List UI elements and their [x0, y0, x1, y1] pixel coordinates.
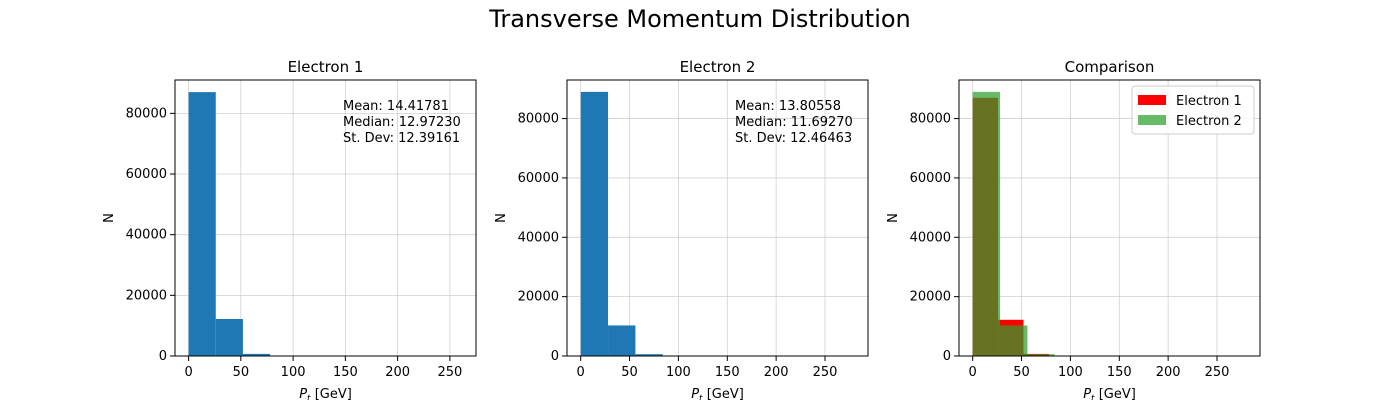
x-tick-label: 50 [1013, 365, 1030, 380]
x-axis-label: Pt [GeV] [299, 387, 352, 400]
x-axis-label-subscript: t [699, 394, 703, 400]
x-tick-label: 0 [577, 365, 585, 380]
y-ticks: 0 20000 40000 60000 80000 [126, 106, 175, 364]
x-axis-label: Pt [GeV] [1083, 387, 1136, 400]
stats-line: St. Dev: 12.46463 [735, 131, 852, 146]
figure-title: Transverse Momentum Distribution [488, 5, 911, 33]
x-ticks: 0 50 100 150 200 250 [184, 356, 462, 380]
plot-frame [958, 79, 1261, 357]
histogram-bar [242, 353, 271, 356]
x-axis-label-subscript: t [1091, 394, 1095, 400]
panels: 0 50 100 150 200 250020000400006000080000Elec… [102, 58, 1261, 400]
x-tick-label: 200 [1156, 365, 1181, 380]
y-tick-label: 0 [551, 349, 559, 364]
histogram-bar [580, 91, 609, 356]
legend-swatch-electron1 [1138, 95, 1166, 105]
x-axis-label-symbol: P [691, 387, 699, 400]
x-axis-label-subscript: t [307, 394, 311, 400]
stats-line: Median: 12.97230 [343, 115, 461, 130]
x-tick-label: 250 [437, 365, 462, 380]
x-tick-label: 250 [813, 365, 838, 380]
x-tick-label: 0 [184, 365, 192, 380]
x-axis-label-unit: [GeV] [1095, 387, 1136, 400]
x-axis-label-symbol: P [1083, 387, 1091, 400]
histogram-bar [635, 354, 663, 356]
x-tick-label: 50 [233, 365, 250, 380]
x-ticks: 0 50 100 150 200 250 [969, 356, 1230, 380]
y-tick-label: 20000 [126, 288, 167, 303]
histogram-bars [188, 92, 462, 356]
histogram-bar [188, 92, 216, 356]
y-tick-label: 80000 [126, 106, 167, 121]
electron2-bar [1027, 354, 1055, 356]
y-tick-label: 20000 [910, 290, 951, 305]
y-tick-label: 40000 [518, 230, 559, 245]
histogram-bar [608, 325, 636, 356]
y-axis-label: N [102, 213, 117, 223]
panel-title: Electron 1 [288, 58, 364, 76]
y-tick-label: 60000 [126, 167, 167, 182]
electron2-bar [972, 91, 1001, 356]
x-tick-label: 150 [1107, 365, 1132, 380]
y-tick-label: 80000 [518, 112, 559, 127]
x-axis-label-unit: [GeV] [703, 387, 744, 400]
stats-line: Mean: 13.80558 [735, 99, 841, 114]
x-tick-label: 150 [715, 365, 740, 380]
x-tick-label: 100 [666, 365, 691, 380]
y-tick-label: 60000 [518, 171, 559, 186]
legend-swatch-electron2 [1138, 115, 1166, 125]
y-tick-label: 0 [943, 349, 951, 364]
histogram-bars [972, 91, 1247, 356]
panel-1: 0 50 100 150 200 250 0 20000 40000 60000 80000 Elec… [102, 58, 477, 400]
x-axis-label-unit: [GeV] [311, 387, 352, 400]
y-ticks: 0 20000 40000 60000 80000 [518, 112, 567, 364]
x-ticks: 0 50 100 150 200 250 [577, 356, 838, 380]
panel-3: 0 50 100 150 200 250 0 20000 40000 60000 80000 Comp… [886, 58, 1261, 400]
stats-line: Mean: 14.41781 [343, 99, 449, 114]
x-tick-label: 250 [1205, 365, 1230, 380]
y-tick-label: 40000 [910, 230, 951, 245]
x-tick-label: 100 [281, 365, 306, 380]
x-axis-label-symbol: P [299, 387, 307, 400]
panel-2: 0 50 100 150 200 250 0 20000 40000 60000 80000 Elec… [494, 58, 869, 400]
stats-line: Median: 11.69270 [735, 115, 853, 130]
y-tick-label: 0 [159, 349, 167, 364]
x-tick-label: 0 [969, 365, 977, 380]
panel-title: Comparison [1065, 58, 1155, 76]
x-tick-label: 150 [333, 365, 358, 380]
y-ticks: 0 20000 40000 60000 80000 [910, 112, 959, 364]
y-tick-label: 40000 [126, 228, 167, 243]
x-tick-label: 50 [621, 365, 638, 380]
histogram-bar [215, 318, 243, 356]
x-axis-label: Pt [GeV] [691, 387, 744, 400]
panel-title: Electron 2 [680, 58, 756, 76]
plot-frame [174, 79, 477, 357]
y-axis-label: N [494, 213, 509, 223]
stats-line: St. Dev: 12.39161 [343, 131, 460, 146]
y-axis-label: N [886, 213, 901, 223]
y-tick-label: 80000 [910, 112, 951, 127]
electron2-bar [1000, 325, 1028, 356]
legend: Electron 1 Electron 2 [1131, 85, 1255, 135]
x-tick-label: 200 [764, 365, 789, 380]
x-tick-label: 100 [1058, 365, 1083, 380]
legend-label: Electron 1 [1176, 94, 1242, 109]
legend-label: Electron 2 [1176, 114, 1242, 129]
plot-frame [566, 79, 869, 357]
y-tick-label: 20000 [518, 290, 559, 305]
x-tick-label: 200 [385, 365, 410, 380]
y-tick-label: 60000 [910, 171, 951, 186]
histogram-bars [580, 91, 855, 356]
